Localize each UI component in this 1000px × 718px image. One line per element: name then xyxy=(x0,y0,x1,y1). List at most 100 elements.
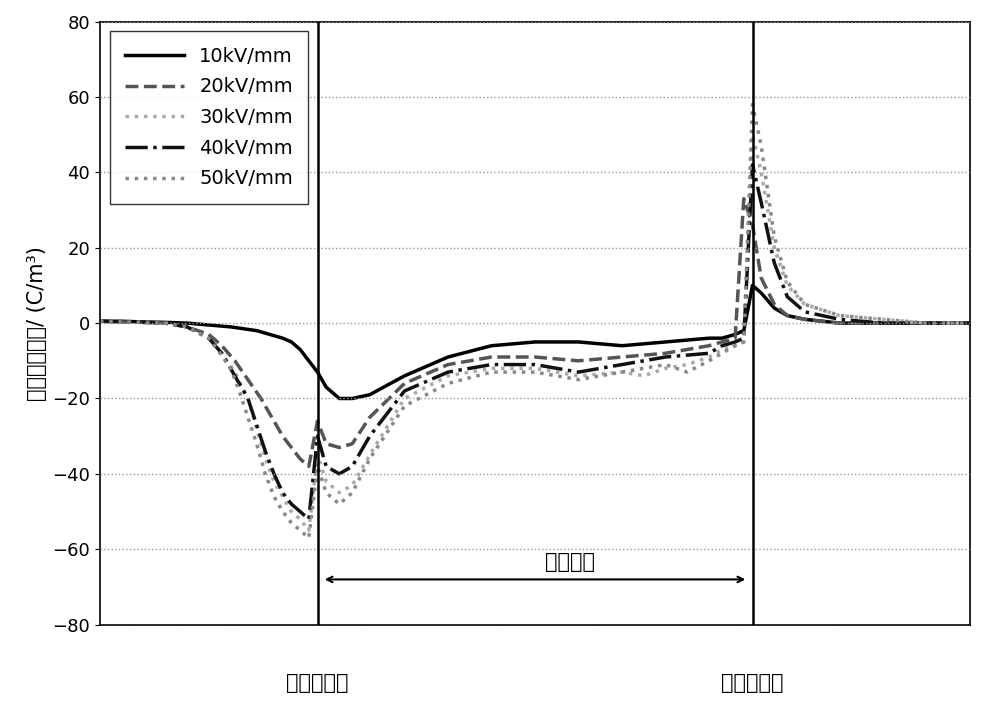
50kV/mm xyxy=(116,317,128,326)
50kV/mm xyxy=(660,360,672,369)
40kV/mm xyxy=(834,315,846,324)
30kV/mm xyxy=(442,372,454,381)
40kV/mm xyxy=(572,368,584,376)
10kV/mm xyxy=(529,337,541,346)
10kV/mm xyxy=(320,383,332,391)
10kV/mm xyxy=(834,319,846,327)
30kV/mm xyxy=(781,281,793,290)
20kV/mm xyxy=(399,379,411,388)
10kV/mm xyxy=(616,342,628,350)
50kV/mm xyxy=(94,317,106,325)
10kV/mm xyxy=(225,322,237,331)
50kV/mm xyxy=(159,319,171,327)
10kV/mm xyxy=(442,353,454,361)
50kV/mm xyxy=(259,470,271,478)
30kV/mm xyxy=(268,477,280,486)
40kV/mm xyxy=(216,349,228,358)
50kV/mm xyxy=(303,533,315,542)
10kV/mm xyxy=(181,319,193,327)
Line: 10kV/mm: 10kV/mm xyxy=(100,286,970,398)
50kV/mm xyxy=(572,376,584,384)
40kV/mm xyxy=(346,462,358,471)
40kV/mm xyxy=(159,319,171,327)
40kV/mm xyxy=(399,386,411,395)
20kV/mm xyxy=(877,319,889,327)
30kV/mm xyxy=(320,477,332,486)
40kV/mm xyxy=(964,319,976,327)
50kV/mm xyxy=(285,518,297,527)
10kV/mm xyxy=(738,326,750,335)
50kV/mm xyxy=(716,349,728,358)
20kV/mm xyxy=(616,353,628,361)
Line: 50kV/mm: 50kV/mm xyxy=(100,105,970,538)
30kV/mm xyxy=(242,394,254,403)
30kV/mm xyxy=(834,312,846,320)
50kV/mm xyxy=(921,319,933,327)
50kV/mm xyxy=(268,493,280,501)
30kV/mm xyxy=(333,488,345,497)
20kV/mm xyxy=(747,221,759,230)
30kV/mm xyxy=(181,322,193,331)
10kV/mm xyxy=(364,391,376,399)
10kV/mm xyxy=(877,319,889,327)
20kV/mm xyxy=(346,439,358,448)
40kV/mm xyxy=(660,353,672,361)
30kV/mm xyxy=(399,394,411,403)
50kV/mm xyxy=(225,364,237,373)
40kV/mm xyxy=(303,515,315,523)
Legend: 10kV/mm, 20kV/mm, 30kV/mm, 40kV/mm, 50kV/mm: 10kV/mm, 20kV/mm, 30kV/mm, 40kV/mm, 50kV… xyxy=(110,32,308,204)
30kV/mm xyxy=(486,364,498,373)
40kV/mm xyxy=(229,372,241,381)
30kV/mm xyxy=(738,337,750,346)
Line: 30kV/mm: 30kV/mm xyxy=(100,135,970,531)
50kV/mm xyxy=(964,319,976,327)
30kV/mm xyxy=(159,319,171,327)
40kV/mm xyxy=(616,360,628,369)
20kV/mm xyxy=(738,195,750,203)
50kV/mm xyxy=(346,488,358,497)
50kV/mm xyxy=(729,342,741,350)
40kV/mm xyxy=(333,470,345,478)
10kV/mm xyxy=(264,330,276,339)
50kV/mm xyxy=(399,402,411,411)
10kV/mm xyxy=(251,326,263,335)
10kV/mm xyxy=(755,289,767,297)
40kV/mm xyxy=(259,447,271,456)
10kV/mm xyxy=(238,325,250,333)
40kV/mm xyxy=(364,432,376,441)
Text: 下电极位置: 下电极位置 xyxy=(286,673,349,693)
10kV/mm xyxy=(333,394,345,403)
40kV/mm xyxy=(294,508,306,516)
50kV/mm xyxy=(442,379,454,388)
20kV/mm xyxy=(529,353,541,361)
30kV/mm xyxy=(921,319,933,327)
Text: 试样内部: 试样内部 xyxy=(545,552,595,572)
40kV/mm xyxy=(312,432,324,441)
Text: 上电极位置: 上电极位置 xyxy=(721,673,784,693)
10kV/mm xyxy=(486,342,498,350)
30kV/mm xyxy=(799,300,811,309)
20kV/mm xyxy=(216,342,228,350)
40kV/mm xyxy=(781,292,793,301)
10kV/mm xyxy=(159,318,171,327)
20kV/mm xyxy=(303,462,315,471)
50kV/mm xyxy=(251,439,263,448)
10kV/mm xyxy=(277,334,289,342)
20kV/mm xyxy=(781,312,793,320)
10kV/mm xyxy=(312,368,324,376)
10kV/mm xyxy=(94,317,106,325)
30kV/mm xyxy=(216,349,228,358)
50kV/mm xyxy=(834,312,846,320)
50kV/mm xyxy=(799,300,811,309)
20kV/mm xyxy=(364,413,376,421)
30kV/mm xyxy=(747,131,759,139)
50kV/mm xyxy=(877,315,889,324)
50kV/mm xyxy=(138,318,150,327)
50kV/mm xyxy=(747,101,759,109)
10kV/mm xyxy=(703,334,715,342)
30kV/mm xyxy=(94,317,106,325)
50kV/mm xyxy=(203,334,215,342)
40kV/mm xyxy=(716,342,728,350)
50kV/mm xyxy=(681,368,693,376)
20kV/mm xyxy=(116,317,128,326)
